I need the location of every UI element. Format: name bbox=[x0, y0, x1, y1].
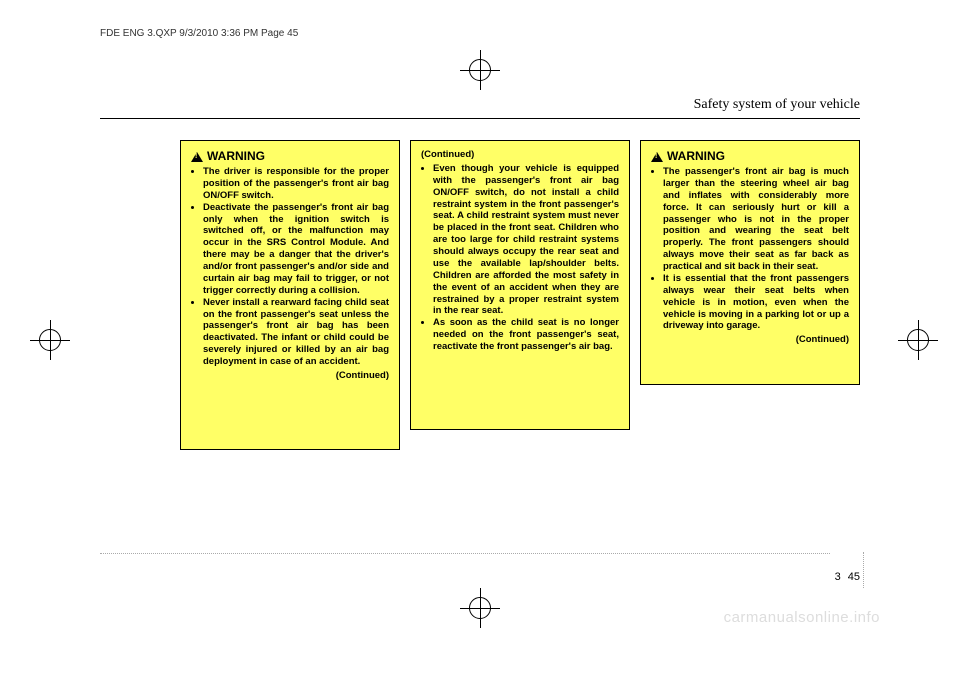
warning-triangle-icon bbox=[191, 152, 203, 162]
warning-item: Even though your vehicle is equipped wit… bbox=[433, 163, 619, 317]
page-divider-v bbox=[863, 552, 865, 588]
warning-heading-3: WARNING bbox=[651, 149, 849, 164]
crop-mark-right bbox=[898, 320, 938, 360]
warning-item: The driver is responsible for the proper… bbox=[203, 166, 389, 202]
crop-mark-top bbox=[460, 50, 500, 90]
watermark: carmanualsonline.info bbox=[724, 609, 880, 626]
warning-heading-1: WARNING bbox=[191, 149, 389, 164]
page-section-number: 3 bbox=[835, 571, 841, 583]
warning-boxes-container: WARNING The driver is responsible for th… bbox=[180, 140, 860, 450]
warning-list-2: Even though your vehicle is equipped wit… bbox=[421, 163, 619, 353]
crop-mark-bottom bbox=[460, 588, 500, 628]
warning-heading-1-text: WARNING bbox=[207, 149, 265, 164]
continued-top-label: (Continued) bbox=[421, 149, 619, 161]
warning-list-3: The passenger's front air bag is much la… bbox=[651, 166, 849, 332]
warning-item: The passenger's front air bag is much la… bbox=[663, 166, 849, 273]
continued-label: (Continued) bbox=[651, 334, 849, 346]
warning-list-1: The driver is responsible for the proper… bbox=[191, 166, 389, 368]
warning-triangle-icon bbox=[651, 152, 663, 162]
warning-box-3: WARNING The passenger's front air bag is… bbox=[640, 140, 860, 385]
warning-item: Never install a rearward facing child se… bbox=[203, 297, 389, 368]
continued-label: (Continued) bbox=[191, 370, 389, 382]
warning-box-1: WARNING The driver is responsible for th… bbox=[180, 140, 400, 450]
page-number: 3 45 bbox=[835, 571, 860, 583]
page-divider-h bbox=[100, 553, 830, 554]
crop-mark-left bbox=[30, 320, 70, 360]
file-header-line: FDE ENG 3.QXP 9/3/2010 3:36 PM Page 45 bbox=[100, 28, 298, 39]
warning-heading-3-text: WARNING bbox=[667, 149, 725, 164]
title-rule bbox=[100, 118, 860, 119]
section-title: Safety system of your vehicle bbox=[694, 97, 860, 113]
warning-item: Deactivate the passenger's front air bag… bbox=[203, 202, 389, 297]
page-number-value: 45 bbox=[848, 571, 860, 583]
warning-item: It is essential that the front passenger… bbox=[663, 273, 849, 332]
warning-item: As soon as the child seat is no longer n… bbox=[433, 317, 619, 353]
warning-box-2: (Continued) Even though your vehicle is … bbox=[410, 140, 630, 430]
